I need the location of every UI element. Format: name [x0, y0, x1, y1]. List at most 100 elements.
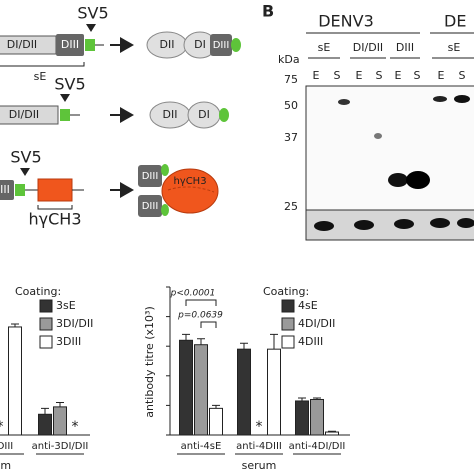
- error-bar: [197, 338, 205, 345]
- band: [430, 218, 450, 228]
- blot-membrane: [305, 85, 474, 211]
- group-label: DE: [444, 12, 466, 31]
- domain-shape: [161, 168, 219, 214]
- domain-label: DI: [198, 108, 210, 121]
- lane-letter: S: [414, 69, 421, 82]
- sv5-label: SV5: [10, 148, 41, 167]
- legend-title: Coating:: [263, 285, 309, 298]
- band: [394, 219, 414, 229]
- schematic: DI/DII DIII SV5 sE DII DI DIII: [0, 4, 241, 83]
- tag: [161, 204, 169, 216]
- lane-letter: E: [356, 69, 363, 82]
- legend-swatch: [281, 335, 295, 349]
- band: [374, 133, 382, 139]
- legend-label: 4DIII: [298, 335, 323, 348]
- x-axis-label: rum: [0, 459, 11, 472]
- domain-box: [138, 165, 162, 187]
- error-bar: [212, 404, 220, 409]
- construct-label: sE: [34, 70, 47, 83]
- marker-label: 50: [284, 99, 298, 112]
- domain-box: [138, 195, 162, 217]
- bar: [267, 348, 281, 436]
- lane-label: DI/DII: [353, 41, 383, 54]
- schematic: III SV5 hγCH3 DIII DIII hγCH3: [0, 148, 219, 229]
- legend-label: 4sE: [298, 299, 318, 312]
- error-bar: [41, 407, 49, 415]
- sv5-marker: [60, 94, 70, 102]
- bar: [38, 413, 52, 436]
- x-tick-label: anti-4DI/DII: [289, 441, 346, 452]
- sv5-marker: [86, 24, 96, 32]
- tag: [161, 164, 169, 176]
- domain-label: DIII: [142, 171, 159, 182]
- band: [338, 99, 350, 105]
- error-bar: [270, 333, 278, 350]
- legend-swatch: [281, 299, 295, 313]
- legend-label: 3sE: [56, 299, 76, 312]
- band: [314, 221, 334, 231]
- bar: [194, 344, 208, 436]
- sv5-label: SV5: [54, 75, 85, 94]
- marker-label: 75: [284, 73, 298, 86]
- group-label: DENV3: [318, 12, 374, 31]
- p-value: p=0.0639: [177, 311, 223, 321]
- panel-label: B: [262, 2, 274, 21]
- band: [433, 96, 447, 102]
- lane-letter: E: [438, 69, 445, 82]
- x-tick-label: anti-3DI/DII: [32, 441, 89, 452]
- error-bar: [328, 430, 336, 433]
- band: [388, 173, 408, 187]
- domain-label: DIII: [142, 201, 159, 212]
- domain-label: III: [0, 183, 10, 196]
- lane-label: DIII: [396, 41, 414, 54]
- asterisk: *: [72, 419, 79, 435]
- dimer-line: [167, 186, 215, 193]
- bracket: [0, 62, 85, 67]
- tag: [231, 38, 241, 52]
- bar: [179, 339, 193, 436]
- bar: [8, 326, 22, 436]
- asterisk: *: [256, 419, 263, 435]
- band: [406, 171, 430, 189]
- domain-box: [0, 180, 14, 200]
- bar: [53, 406, 67, 436]
- lane-letter: S: [459, 69, 466, 82]
- domain-label: DII: [163, 108, 178, 121]
- tag: [219, 108, 229, 122]
- domain-label: DIII: [61, 38, 79, 51]
- marker-label: 25: [284, 200, 298, 213]
- domain-box: [210, 34, 232, 56]
- legend-label: 3DIII: [56, 335, 81, 348]
- legend-label: 4DI/DII: [298, 317, 335, 330]
- band: [457, 218, 474, 228]
- legend-title: Coating:: [15, 285, 61, 298]
- p-value: p<0.0001: [170, 289, 216, 299]
- domain-label: DII: [160, 38, 175, 51]
- asterisk: *: [0, 419, 4, 435]
- bar: [237, 348, 251, 436]
- domain-label: hγCH3: [173, 176, 206, 187]
- legend-label: 3DI/DII: [56, 317, 93, 330]
- sv5-marker: [20, 168, 30, 176]
- error-bar: [11, 323, 19, 327]
- domain-label: DI/DII: [7, 38, 37, 51]
- legend-swatch: [281, 317, 295, 331]
- unit-label: kDa: [278, 53, 300, 66]
- x-tick-label: anti-4sE: [181, 441, 222, 452]
- domain-box: [56, 34, 84, 56]
- legend-swatch: [39, 335, 53, 349]
- lane-letter: S: [334, 69, 341, 82]
- bar: [295, 400, 309, 436]
- x-axis-label: serum: [242, 459, 277, 472]
- band: [454, 95, 470, 103]
- significance-bracket: [185, 299, 217, 306]
- sv5-label: SV5: [77, 4, 108, 23]
- error-bar: [56, 401, 64, 407]
- domain-label: DI/DII: [9, 108, 39, 121]
- y-axis-label: antibody titre (x10³): [143, 306, 156, 418]
- bar: [310, 398, 324, 436]
- x-tick-label: anti-4DIII: [236, 441, 282, 452]
- lane-label: sE: [448, 41, 461, 54]
- lane-label: sE: [318, 41, 331, 54]
